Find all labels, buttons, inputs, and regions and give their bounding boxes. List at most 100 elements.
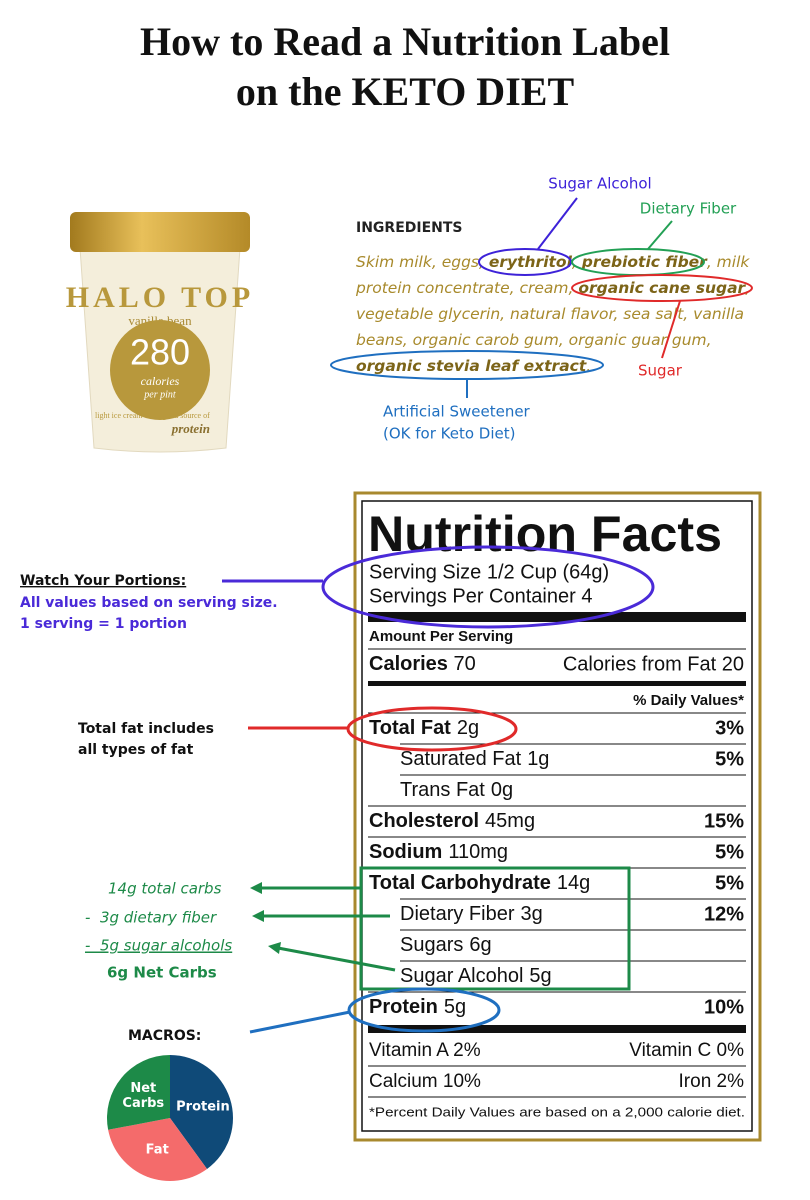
nutrient-name: Trans Fat <box>400 779 485 801</box>
nutrient: Dietary Fiber 3g <box>400 903 543 925</box>
thick-rule <box>368 612 746 622</box>
pie-slice <box>108 1118 208 1181</box>
daily-value: 15% <box>704 810 744 832</box>
portions-note: All values based on serving size. <box>20 595 278 611</box>
daily-value: 3% <box>715 717 744 739</box>
amount-per-serving: Amount Per Serving <box>369 628 513 645</box>
connector <box>249 1010 351 1034</box>
nutrient: Sugars 6g <box>400 934 492 956</box>
daily-value: 5% <box>715 872 744 894</box>
label-frame <box>353 491 762 1142</box>
vitamin: Vitamin A 2% <box>369 1040 481 1061</box>
nutrient: Sugar Alcohol 5g <box>400 965 552 987</box>
calories-amount: 70 <box>454 653 476 675</box>
title: How to Read a Nutrition Label <box>140 19 670 64</box>
nutrient-rows: Total Fat 2g 3% Saturated Fat 1g 5% Trans Fat 0… <box>368 712 746 1018</box>
ingredient: protein concentrate, cream, <box>355 279 578 297</box>
portions-heading: Watch Your Portions: <box>20 573 186 589</box>
note-dietary-fiber: Dietary Fiber <box>640 200 737 218</box>
mineral: Calcium 10% <box>369 1071 481 1092</box>
nutrient-name: Dietary Fiber <box>400 903 515 925</box>
pie-slice <box>170 1055 234 1169</box>
nutrient-amount: 2g <box>457 717 479 739</box>
label-border <box>361 500 753 1132</box>
ingredient: Skim milk, eggs, <box>356 253 489 271</box>
ingredient-line: Skim milk, eggs, erythritol, prebiotic f… <box>356 253 750 271</box>
nutrient-amount: 5g <box>444 996 466 1018</box>
note-sugar-alcohol: Sugar Alcohol <box>548 175 651 193</box>
ingredient: beans, organic carob gum, organic guar g… <box>356 331 712 349</box>
claim: protein <box>171 421 210 436</box>
note-sugar: Sugar <box>638 362 683 380</box>
nutrient-name: Sugar Alcohol <box>400 965 523 987</box>
nutrient: Total Carbohydrate 14g <box>369 872 590 894</box>
nutrient-amount: 6g <box>469 934 491 956</box>
calories-from-fat: Calories from Fat 20 <box>563 653 744 675</box>
daily-value: 5% <box>715 841 744 863</box>
ingredient: , <box>745 279 750 297</box>
nutrient-amount: 14g <box>557 872 590 894</box>
note-sweetener: Artificial Sweetener <box>383 403 531 421</box>
nutrient-name: Total Carbohydrate <box>369 872 551 894</box>
ingredients-heading: INGREDIENTS <box>356 220 463 236</box>
nutrient-name: Saturated Fat <box>400 748 522 770</box>
daily-value: 5% <box>715 748 744 770</box>
title: on the KETO DIET <box>236 69 575 114</box>
nutrient: Trans Fat 0g <box>400 779 513 801</box>
ingredient: , <box>572 253 582 271</box>
carb-arrows <box>250 866 631 991</box>
thick-rule <box>368 1025 746 1033</box>
fat-note: Total fat includes <box>78 721 214 737</box>
carbs-note: - 3g dietary fiber <box>85 909 217 927</box>
nutrient: Total Fat 2g <box>369 717 479 739</box>
carbs-note: 14g total carbs <box>108 880 222 898</box>
nutrient-amount: 3g <box>520 903 542 925</box>
ingredient: vegetable glycerin, natural flavor, sea … <box>356 305 744 323</box>
highlight-fat <box>346 706 518 752</box>
ingredient-line: organic stevia leaf extract. <box>356 357 591 375</box>
nutrient-amount: 1g <box>527 748 549 770</box>
pie-label: Net Carbs <box>122 1080 165 1111</box>
pie-label: Fat <box>145 1142 169 1158</box>
calories-label: Calories <box>369 653 448 675</box>
nutrient-name: Sodium <box>369 841 442 863</box>
highlighted-ingredient: prebiotic fiber <box>581 253 708 271</box>
calories: 280 <box>130 332 190 373</box>
highlighted-ingredient: organic stevia leaf extract <box>356 357 587 375</box>
daily-value: 12% <box>704 903 744 925</box>
medium-rule <box>368 681 746 686</box>
nutrient-name: Protein <box>369 996 438 1018</box>
macro-pie <box>106 1055 234 1181</box>
highlighted-ingredient: organic cane sugar <box>578 279 746 297</box>
note-sweetener: (OK for Keto Diet) <box>383 425 515 443</box>
calories-label: calories <box>141 374 180 388</box>
ingredient-line: beans, organic carob gum, organic guar g… <box>356 331 712 349</box>
pie-slice <box>106 1055 170 1130</box>
ingredient: , milk <box>707 253 751 271</box>
nutrient: Cholesterol 45mg <box>369 810 535 832</box>
calories-row: Calories 70 <box>369 653 476 675</box>
nutrient: Sodium 110mg <box>369 841 508 863</box>
ice-cream-pint: HALO TOP vanilla bean 280 calories per p… <box>66 212 250 453</box>
ingredient-line: protein concentrate, cream, organic cane… <box>355 279 750 297</box>
nutrient-name: Sugars <box>400 934 463 956</box>
nutrient-name: Total Fat <box>369 717 451 739</box>
vitamin: Vitamin C 0% <box>629 1040 744 1061</box>
servings: Servings Per Container 4 <box>369 585 592 607</box>
pie-label: Protein <box>176 1099 230 1115</box>
nutrient-amount: 0g <box>491 779 513 801</box>
calories-label: per pint <box>143 389 176 400</box>
nutrient: Saturated Fat 1g <box>400 748 549 770</box>
footnote: *Percent Daily Values are based on a 2,0… <box>369 1104 745 1119</box>
highlighted-ingredient: erythritol <box>489 253 573 271</box>
nutrient-amount: 45mg <box>485 810 535 832</box>
highlight-protein <box>347 987 501 1033</box>
ingredient: . <box>586 357 591 375</box>
fat-note: all types of fat <box>78 742 194 758</box>
product-type: light ice cream <box>95 411 143 420</box>
pie-title: MACROS: <box>128 1028 201 1044</box>
ingredient-highlights <box>330 197 753 398</box>
claim: good source of <box>162 411 210 420</box>
